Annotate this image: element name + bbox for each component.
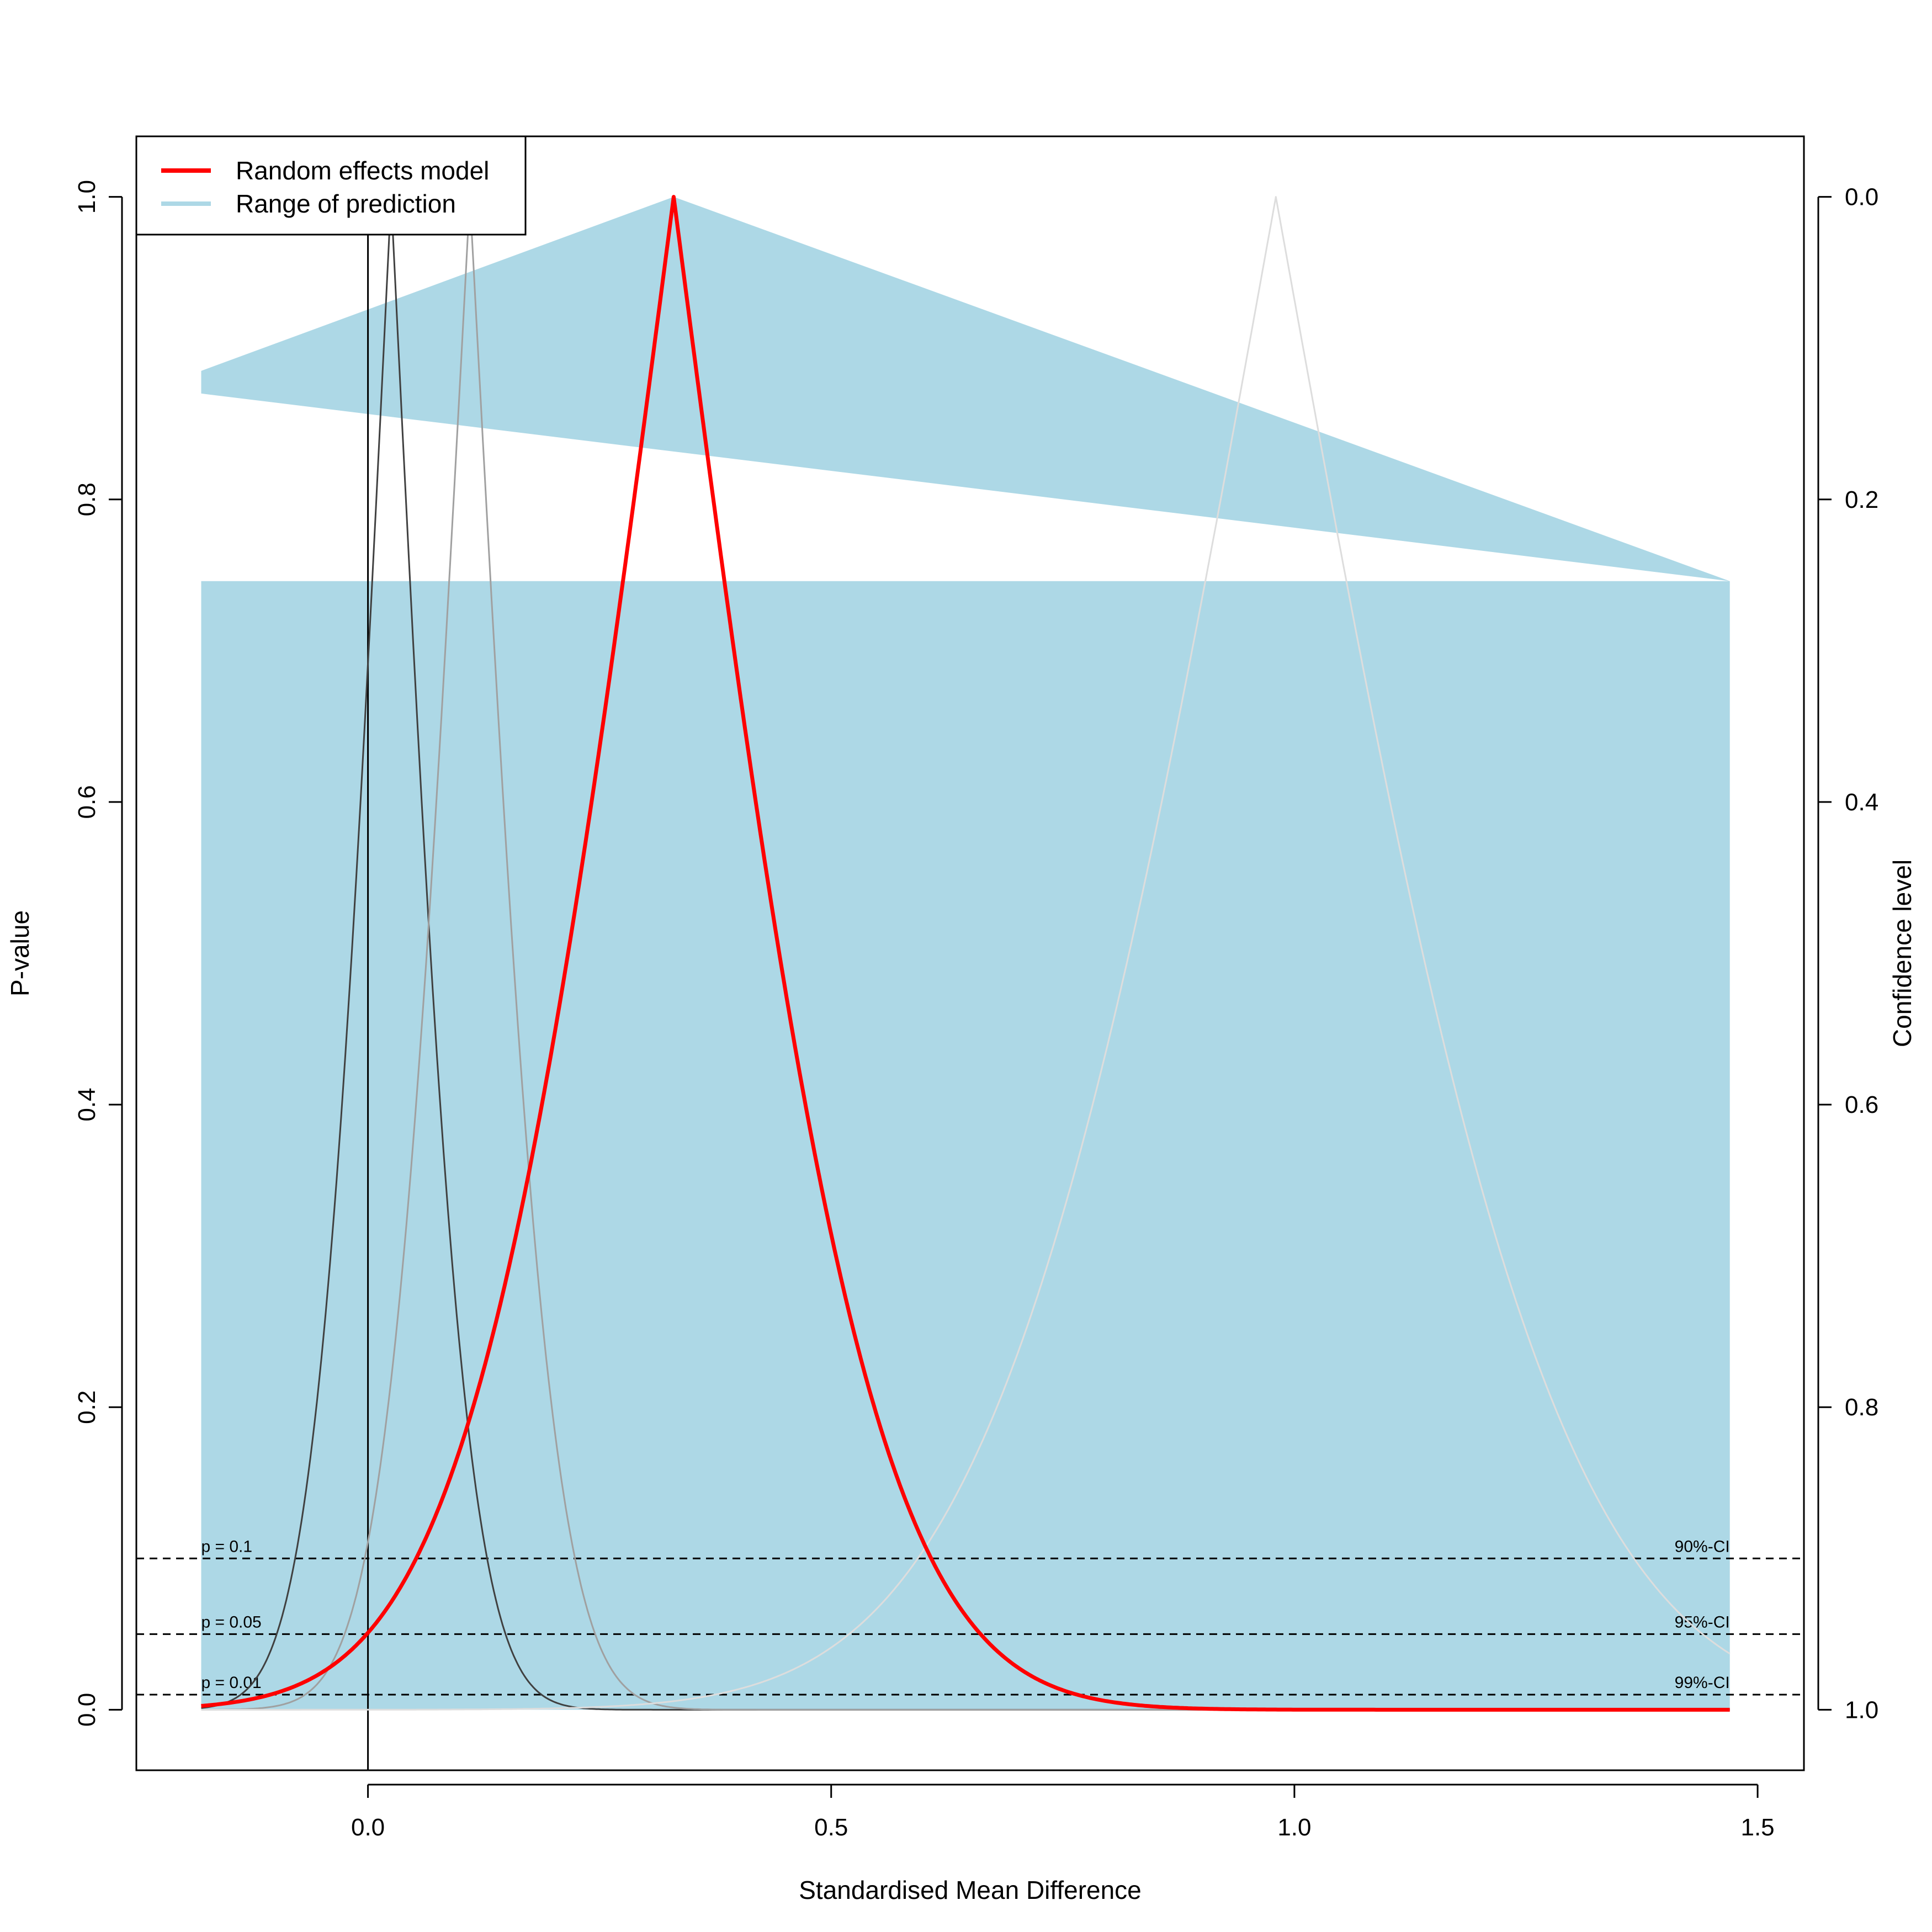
study-curve <box>201 196 1731 1711</box>
reference-label-p: p = 0.05 <box>201 1613 261 1631</box>
y-tick-label: 0.2 <box>73 1390 100 1424</box>
y-right-tick-label: 1.0 <box>1845 1696 1878 1723</box>
y-tick-label: 0.4 <box>73 1087 100 1121</box>
legend-box <box>135 135 527 236</box>
y-right-tick-label: 0.6 <box>1845 1091 1878 1118</box>
prediction-range-triangle <box>201 197 1730 581</box>
legend: Random effects model Range of prediction <box>135 135 527 236</box>
prediction-range-band <box>201 581 1730 1710</box>
axes-layer: 0.0 0.5 1.0 1.5 Standardised Mean Difference… <box>6 135 1917 1904</box>
x-tick-label: 1.0 <box>1277 1814 1311 1841</box>
reference-label-p: p = 0.1 <box>201 1537 252 1556</box>
x-tick-label: 0.5 <box>814 1814 848 1841</box>
x-axis-title: Standardised Mean Difference <box>799 1876 1142 1904</box>
reference-label-ci: 90%-CI <box>1675 1537 1730 1556</box>
y-right-tick-label: 0.0 <box>1845 184 1878 211</box>
p-value-curves-layer <box>201 195 1731 1712</box>
reference-lines-layer: p = 0.1 90%-CI p = 0.05 95%-CI p = 0.01 99%-C… <box>136 136 1804 1770</box>
plot-frame <box>135 135 1805 1771</box>
y-tick-label: 1.0 <box>73 180 100 214</box>
y-right-tick-label: 0.2 <box>1845 486 1878 513</box>
legend-label: Random effects model <box>236 156 489 185</box>
reference-label-ci: 99%-CI <box>1675 1674 1730 1692</box>
y-right-axis-title: Confidence level <box>1888 859 1917 1047</box>
y-right-tick-label: 0.8 <box>1845 1394 1878 1421</box>
y-tick-label: 0.6 <box>73 785 100 819</box>
y-right-tick-label: 0.4 <box>1845 789 1878 816</box>
legend-label: Range of prediction <box>236 189 456 218</box>
x-tick-label: 0.0 <box>351 1814 385 1841</box>
random-effects-curve <box>201 195 1730 1712</box>
y-tick-label: 0.8 <box>73 482 100 516</box>
reference-label-p: p = 0.01 <box>201 1674 261 1692</box>
reference-label-ci: 95%-CI <box>1675 1613 1730 1631</box>
y-tick-label: 0.0 <box>73 1693 100 1727</box>
x-tick-label: 1.5 <box>1740 1814 1774 1841</box>
prediction-range-layer <box>201 197 1730 1710</box>
y-axis-title: P-value <box>6 910 34 996</box>
